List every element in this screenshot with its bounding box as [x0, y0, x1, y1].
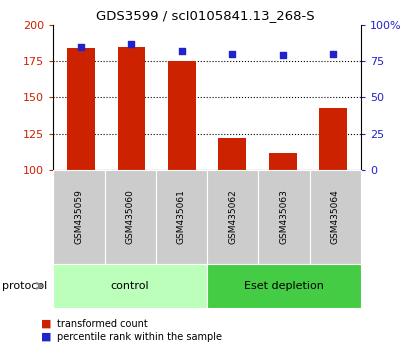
- Text: GSM435063: GSM435063: [279, 189, 288, 244]
- Bar: [218, 138, 245, 170]
- Text: transformed count: transformed count: [56, 319, 147, 329]
- Bar: [67, 48, 94, 170]
- Point: [279, 52, 285, 58]
- Text: GDS3599 / scI0105841.13_268-S: GDS3599 / scI0105841.13_268-S: [95, 9, 314, 22]
- Text: Eset depletion: Eset depletion: [243, 281, 323, 291]
- Text: GSM435061: GSM435061: [177, 189, 185, 244]
- Bar: [268, 153, 296, 170]
- Text: protocol: protocol: [2, 281, 47, 291]
- Text: ■: ■: [41, 332, 52, 342]
- Bar: [168, 61, 195, 170]
- Bar: [117, 46, 145, 170]
- Text: GSM435059: GSM435059: [74, 189, 83, 244]
- Text: ■: ■: [41, 319, 52, 329]
- Point: [329, 51, 335, 57]
- Text: GSM435062: GSM435062: [228, 189, 236, 244]
- Point: [78, 44, 84, 49]
- Point: [128, 41, 135, 46]
- Text: percentile rank within the sample: percentile rank within the sample: [56, 332, 221, 342]
- Bar: [319, 108, 346, 170]
- Point: [228, 51, 235, 57]
- Text: GSM435060: GSM435060: [126, 189, 134, 244]
- Point: [178, 48, 185, 54]
- Text: GSM435064: GSM435064: [330, 189, 339, 244]
- Text: control: control: [110, 281, 149, 291]
